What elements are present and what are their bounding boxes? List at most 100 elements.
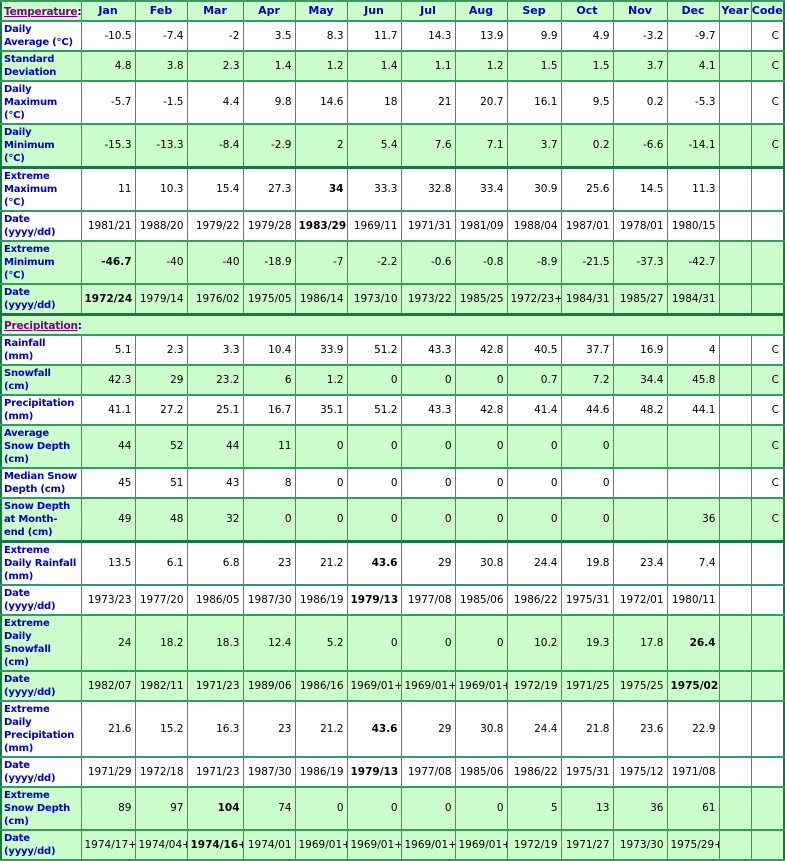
data-cell: 34.4 (612, 364, 668, 396)
data-cell: 6.8 (186, 540, 244, 586)
data-cell: 33.3 (346, 166, 402, 212)
data-cell: 61 (666, 786, 720, 831)
data-cell: 7.6 (400, 123, 456, 169)
data-cell: -15.3 (80, 123, 136, 169)
data-cell (612, 497, 668, 543)
table-row: Median Snow Depth (cm) 45 51 43 8 0 0 0 0 0 0 C (0, 467, 785, 499)
row-label: Extreme Daily Snowfall (cm) (0, 614, 82, 672)
code-cell (750, 786, 785, 831)
data-cell: 1969/01+ (346, 670, 402, 702)
data-cell: 1988/04 (506, 210, 562, 242)
data-cell: 0 (560, 424, 614, 469)
code-cell (750, 283, 785, 316)
data-cell: -0.6 (400, 240, 456, 285)
data-cell: 13 (560, 786, 614, 831)
data-cell: 1969/01+ (454, 670, 508, 702)
data-cell: 1971/31 (400, 210, 456, 242)
data-cell: 29 (134, 364, 188, 396)
data-cell: 1986/14 (294, 283, 348, 316)
precipitation-section-cell: Precipitation: (0, 313, 785, 336)
data-cell: 1986/19 (294, 756, 348, 788)
data-cell: 29 (400, 700, 456, 758)
data-cell: -2 (186, 20, 244, 52)
data-cell: 1972/23+ (506, 283, 562, 316)
table-row: Date (yyyy/dd) 1972/24 1979/14 1976/02 1975/… (0, 283, 785, 316)
data-cell: 3.5 (242, 20, 296, 52)
data-cell: 89 (80, 786, 136, 831)
data-cell: 0 (454, 424, 508, 469)
data-cell: 1974/04+ (134, 829, 188, 861)
data-cell: 3.8 (134, 50, 188, 82)
data-cell (666, 424, 720, 469)
data-cell: 1975/05 (242, 283, 296, 316)
table-row: Date (yyyy/dd) 1982/07 1982/11 1971/23 1989/… (0, 670, 785, 702)
data-cell: 16.7 (242, 394, 296, 426)
data-cell: 15.4 (186, 166, 244, 212)
data-cell: 22.9 (666, 700, 720, 758)
data-cell: 48 (134, 497, 188, 543)
data-cell: 1975/31 (560, 584, 614, 616)
year-cell (718, 123, 752, 169)
data-cell: 21.2 (294, 540, 348, 586)
row-label: Rainfall (mm) (0, 334, 82, 366)
year-cell (718, 334, 752, 366)
data-cell: 41.1 (80, 394, 136, 426)
data-cell: 25.1 (186, 394, 244, 426)
data-cell: 1974/01 (242, 829, 296, 861)
year-cell (718, 786, 752, 831)
row-label: Extreme Minimum (°C) (0, 240, 82, 285)
data-cell: 15.2 (134, 700, 188, 758)
data-cell: 14.5 (612, 166, 668, 212)
data-cell: 23.2 (186, 364, 244, 396)
code-cell (750, 829, 785, 861)
data-cell: 33.4 (454, 166, 508, 212)
precipitation-colon: : (77, 320, 82, 332)
data-cell: 1986/19 (294, 584, 348, 616)
data-cell: -5.7 (80, 80, 136, 125)
data-cell: 34 (294, 166, 348, 212)
header-row: Temperature:JanFebMarAprMayJunJulAugSepO… (0, 0, 785, 22)
data-cell: -5.3 (666, 80, 720, 125)
data-cell: 30.9 (506, 166, 562, 212)
data-cell: 33.9 (294, 334, 348, 366)
data-cell: 1974/16+ (186, 829, 244, 861)
data-cell: 9.8 (242, 80, 296, 125)
table-row: Extreme Maximum (°C) 11 10.3 15.4 27.3 34 33.3… (0, 166, 785, 212)
data-cell: 1974/17+ (80, 829, 136, 861)
data-cell: 52 (134, 424, 188, 469)
data-cell: 16.1 (506, 80, 562, 125)
precipitation-link[interactable]: Precipitation (4, 320, 78, 332)
year-cell (718, 700, 752, 758)
table-row: Precipitation (mm) 41.1 27.2 25.1 16.7 35.1 51… (0, 394, 785, 426)
month-header: Mar (186, 0, 244, 22)
data-cell: 1.4 (242, 50, 296, 82)
table-row: Date (yyyy/dd) 1971/29 1972/18 1971/23 1987/… (0, 756, 785, 788)
data-cell: 49 (80, 497, 136, 543)
data-cell: -7 (294, 240, 348, 285)
data-cell: 23 (242, 540, 296, 586)
data-cell: 24.4 (506, 700, 562, 758)
data-cell: 1971/29 (80, 756, 136, 788)
data-cell: 1972/01 (612, 584, 668, 616)
year-cell (718, 80, 752, 125)
month-header: Aug (454, 0, 508, 22)
code-cell (750, 700, 785, 758)
row-label: Date (yyyy/dd) (0, 829, 82, 861)
table-row: Daily Minimum (°C) -15.3 -13.3 -8.4 -2.9 2 5.4… (0, 123, 785, 169)
year-cell (718, 467, 752, 499)
month-header: Oct (560, 0, 614, 22)
data-cell: 11.3 (666, 166, 720, 212)
data-cell: -40 (186, 240, 244, 285)
temperature-link[interactable]: Temperature (4, 6, 78, 18)
data-cell: 1979/13 (346, 756, 402, 788)
data-cell: 24 (80, 614, 136, 672)
data-cell: 30.8 (454, 540, 508, 586)
data-cell: 1985/06 (454, 756, 508, 788)
month-header: Dec (666, 0, 720, 22)
data-cell: 4 (666, 334, 720, 366)
data-cell: -37.3 (612, 240, 668, 285)
data-cell: 1986/05 (186, 584, 244, 616)
row-label: Daily Minimum (°C) (0, 123, 82, 169)
data-cell: 0 (454, 497, 508, 543)
